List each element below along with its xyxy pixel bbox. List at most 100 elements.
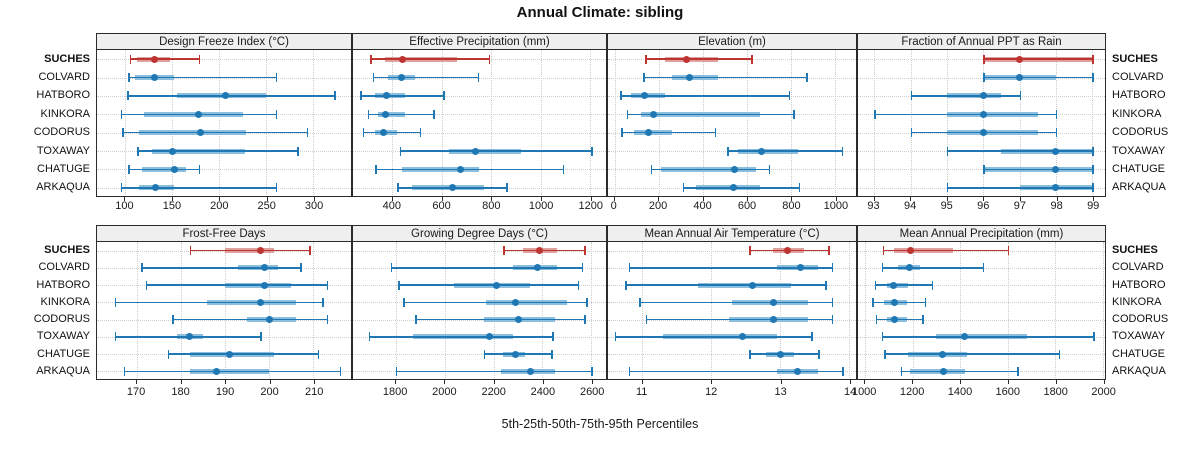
row-chatuge bbox=[353, 242, 606, 379]
axis-tick bbox=[391, 197, 393, 201]
vertical-gridline bbox=[542, 242, 544, 379]
site-label-chatuge: CHATUGE bbox=[1112, 162, 1165, 175]
panel-header: Mean Annual Precipitation (mm) bbox=[857, 225, 1106, 242]
median-dot bbox=[890, 281, 898, 289]
range-cap bbox=[415, 315, 417, 325]
row-kinkora bbox=[608, 242, 856, 379]
axis-tick bbox=[444, 380, 446, 384]
axis-tick-label: 190 bbox=[215, 386, 235, 398]
median-dot bbox=[536, 247, 544, 255]
range-line bbox=[398, 284, 578, 286]
range-line bbox=[983, 58, 1093, 60]
row-chatuge bbox=[858, 242, 1105, 379]
range-cap bbox=[625, 280, 627, 290]
row-kinkora bbox=[858, 242, 1105, 379]
range-cap bbox=[275, 73, 278, 83]
site-label-arkaqua: ARKAQUA bbox=[1112, 181, 1166, 194]
median-dot bbox=[731, 165, 739, 173]
range-cap bbox=[362, 128, 365, 138]
range-line bbox=[881, 336, 1094, 338]
range-cap bbox=[120, 183, 123, 193]
axis-tick bbox=[266, 197, 268, 201]
site-label-toxaway: TOXAWAY bbox=[36, 144, 90, 157]
vertical-gridline bbox=[395, 242, 397, 379]
row-toxaway bbox=[858, 242, 1105, 379]
range-cap bbox=[419, 128, 422, 138]
range-line bbox=[128, 76, 276, 79]
axis-tick bbox=[493, 380, 495, 384]
figure-title: Annual Climate: sibling bbox=[516, 4, 684, 21]
axis-tick-label: 98 bbox=[1050, 200, 1063, 212]
panel-growing-degree-days-c bbox=[352, 242, 607, 380]
row-gridline bbox=[858, 302, 1105, 304]
range-line bbox=[503, 249, 584, 252]
range-cap bbox=[882, 246, 885, 256]
range-line bbox=[141, 267, 301, 269]
range-cap bbox=[788, 91, 791, 101]
row-arkaqua bbox=[353, 50, 606, 196]
range-cap bbox=[488, 54, 491, 64]
site-label-kinkora: KINKORA bbox=[40, 107, 90, 120]
range-cap bbox=[477, 73, 480, 83]
range-cap bbox=[503, 246, 505, 256]
median-dot bbox=[645, 129, 653, 137]
panel-header: Frost-Free Days bbox=[96, 225, 352, 242]
range-cap bbox=[1093, 332, 1095, 342]
row-hatboro bbox=[353, 50, 606, 196]
axis-tick bbox=[590, 197, 592, 201]
range-cap bbox=[931, 280, 934, 290]
panel-header: Design Freeze Index (°C) bbox=[96, 33, 352, 50]
range-cap bbox=[326, 280, 329, 290]
median-dot bbox=[1052, 184, 1060, 192]
median-dot bbox=[682, 55, 690, 63]
row-chatuge bbox=[858, 50, 1105, 196]
median-dot bbox=[769, 298, 777, 306]
axis-tick bbox=[491, 197, 493, 201]
range-cap bbox=[922, 315, 924, 325]
axis-tick bbox=[542, 380, 544, 384]
median-dot bbox=[195, 110, 203, 118]
row-hatboro bbox=[353, 242, 606, 379]
row-gridline bbox=[353, 354, 606, 356]
range-cap bbox=[260, 332, 262, 342]
range-cap bbox=[114, 332, 117, 342]
row-hatboro bbox=[858, 50, 1105, 196]
range-cap bbox=[309, 246, 311, 256]
range-cap bbox=[551, 349, 553, 359]
site-label-chatuge: CHATUGE bbox=[1112, 347, 1165, 360]
site-label-kinkora: KINKORA bbox=[1112, 107, 1162, 120]
range-cap bbox=[749, 349, 751, 359]
range-line bbox=[872, 301, 925, 304]
median-dot bbox=[1052, 165, 1060, 173]
axis-tick bbox=[658, 197, 660, 201]
median-dot bbox=[783, 247, 791, 255]
median-dot bbox=[793, 367, 801, 375]
site-label-hatboro: HATBORO bbox=[36, 89, 90, 102]
range-line bbox=[621, 131, 715, 134]
axis-tick bbox=[541, 197, 543, 201]
range-line bbox=[626, 113, 794, 116]
range-cap bbox=[1058, 349, 1061, 359]
site-label-kinkora: KINKORA bbox=[40, 295, 90, 308]
range-cap bbox=[875, 315, 878, 325]
range-line bbox=[127, 95, 335, 97]
vertical-gridline bbox=[136, 242, 138, 379]
range-line bbox=[145, 284, 327, 286]
range-cap bbox=[749, 246, 751, 256]
range-cap bbox=[628, 263, 631, 273]
median-dot bbox=[649, 110, 657, 118]
row-toxaway bbox=[97, 242, 351, 379]
range-cap bbox=[297, 146, 299, 156]
axis-tick bbox=[873, 197, 875, 201]
axis-tick-label: 13 bbox=[774, 386, 787, 398]
panel-design-freeze-index-c bbox=[96, 50, 352, 197]
range-line bbox=[882, 249, 1008, 252]
vertical-gridline bbox=[591, 242, 593, 379]
site-label-toxaway: TOXAWAY bbox=[36, 330, 90, 343]
range-cap bbox=[322, 297, 324, 307]
vertical-gridline bbox=[1019, 50, 1021, 196]
range-cap bbox=[982, 263, 985, 273]
x-axis-label: 5th-25th-50th-75th-95th Percentiles bbox=[501, 417, 699, 431]
range-cap bbox=[1007, 246, 1010, 256]
vertical-gridline bbox=[266, 50, 268, 196]
